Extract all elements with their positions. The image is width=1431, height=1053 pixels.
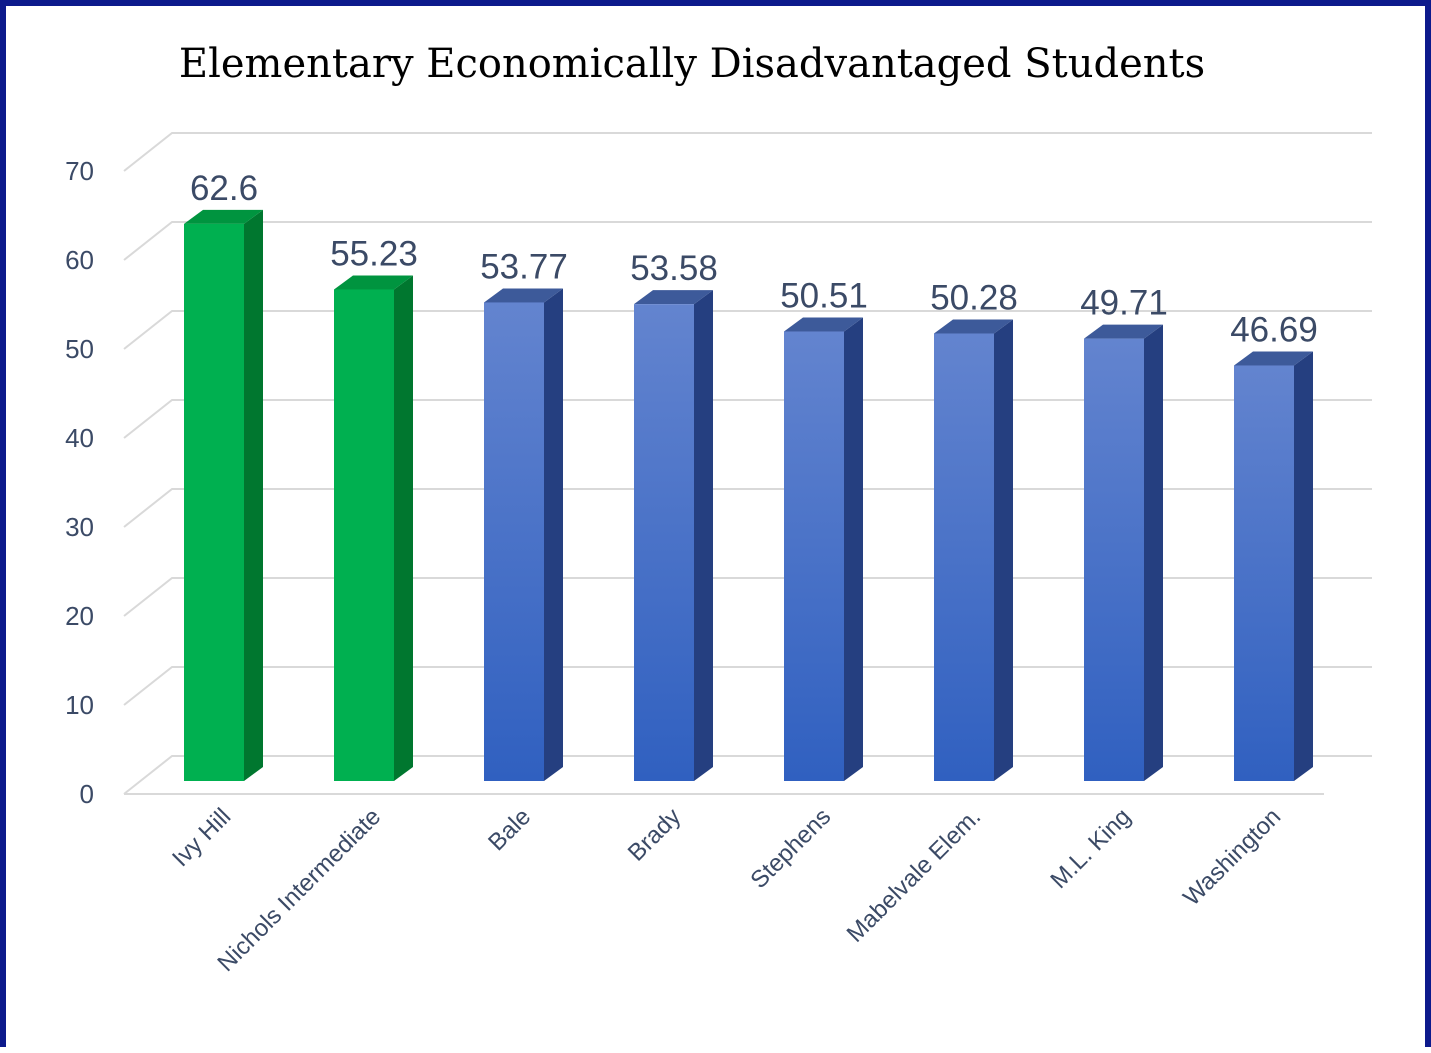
gridline bbox=[123, 310, 1372, 350]
bar-top bbox=[784, 317, 863, 332]
bar-front bbox=[484, 302, 544, 781]
bar bbox=[784, 317, 863, 781]
y-tick-label: 40 bbox=[65, 423, 94, 453]
bar bbox=[334, 275, 413, 781]
x-tick-label: Ivy Hill bbox=[167, 803, 236, 872]
gridline bbox=[123, 577, 1372, 617]
data-label: 55.23 bbox=[330, 234, 418, 273]
x-tick-label: Washington bbox=[1178, 803, 1286, 911]
bar-side bbox=[394, 275, 413, 781]
bar bbox=[934, 319, 1013, 781]
data-label: 53.58 bbox=[630, 249, 718, 288]
x-tick-label: M.L. King bbox=[1045, 803, 1136, 894]
bar-front bbox=[184, 223, 244, 782]
chart: Elementary Economically Disadvantaged St… bbox=[65, 41, 1372, 977]
gridline bbox=[123, 221, 1372, 261]
y-axis-ticks: 0 10 20 30 40 50 60 70 bbox=[65, 156, 94, 809]
bar-top bbox=[184, 209, 263, 224]
bar-side bbox=[844, 317, 863, 781]
bars bbox=[184, 209, 1313, 782]
bar bbox=[184, 209, 263, 782]
gridline bbox=[123, 399, 1372, 439]
data-label: 53.77 bbox=[480, 247, 568, 286]
data-label: 46.69 bbox=[1230, 310, 1318, 349]
bar-front bbox=[934, 333, 994, 781]
gridline bbox=[123, 666, 1372, 706]
x-tick-label: Brady bbox=[623, 803, 686, 866]
data-label: 49.71 bbox=[1080, 284, 1168, 323]
bar-top bbox=[484, 288, 563, 303]
gridline bbox=[123, 755, 1372, 795]
bar-top bbox=[334, 275, 413, 290]
bar-side bbox=[1294, 351, 1313, 781]
y-tick-label: 70 bbox=[65, 156, 94, 186]
bar-side bbox=[244, 209, 263, 782]
gridlines bbox=[123, 132, 1372, 795]
y-tick-label: 60 bbox=[65, 245, 94, 275]
bar-front bbox=[784, 331, 844, 781]
bar-top bbox=[634, 290, 713, 305]
bar-front bbox=[1234, 365, 1294, 781]
y-tick-label: 50 bbox=[65, 334, 94, 364]
bar-front bbox=[334, 289, 394, 781]
bar bbox=[1084, 324, 1163, 781]
bar-front bbox=[1084, 338, 1144, 781]
x-tick-label: Mabelvale Elem. bbox=[842, 803, 987, 948]
data-label: 50.28 bbox=[930, 279, 1018, 318]
gridline bbox=[123, 132, 1372, 172]
bar-top bbox=[934, 319, 1013, 334]
y-tick-label: 30 bbox=[65, 512, 94, 542]
bar bbox=[1234, 351, 1313, 781]
data-labels: 62.6 55.23 53.77 53.58 50.51 50.28 49.71 46.69 bbox=[190, 169, 1318, 350]
data-label: 50.51 bbox=[780, 276, 868, 315]
bar-side bbox=[694, 290, 713, 781]
y-tick-label: 0 bbox=[80, 779, 94, 809]
x-tick-label: Nichols Intermediate bbox=[212, 803, 386, 977]
y-tick-label: 20 bbox=[65, 601, 94, 631]
bar bbox=[634, 290, 713, 781]
x-tick-label: Bale bbox=[483, 803, 536, 856]
x-tick-label: Stephens bbox=[745, 803, 836, 894]
gridline bbox=[123, 488, 1372, 528]
bar-top bbox=[1234, 351, 1313, 366]
bar-side bbox=[544, 288, 563, 781]
bar-side bbox=[1144, 324, 1163, 781]
bar-side bbox=[994, 319, 1013, 781]
bar-front bbox=[634, 304, 694, 781]
chart-title: Elementary Economically Disadvantaged St… bbox=[179, 41, 1205, 87]
data-label: 62.6 bbox=[190, 169, 258, 208]
bar-top bbox=[1084, 324, 1163, 339]
bar bbox=[484, 288, 563, 781]
y-tick-label: 10 bbox=[65, 690, 94, 720]
